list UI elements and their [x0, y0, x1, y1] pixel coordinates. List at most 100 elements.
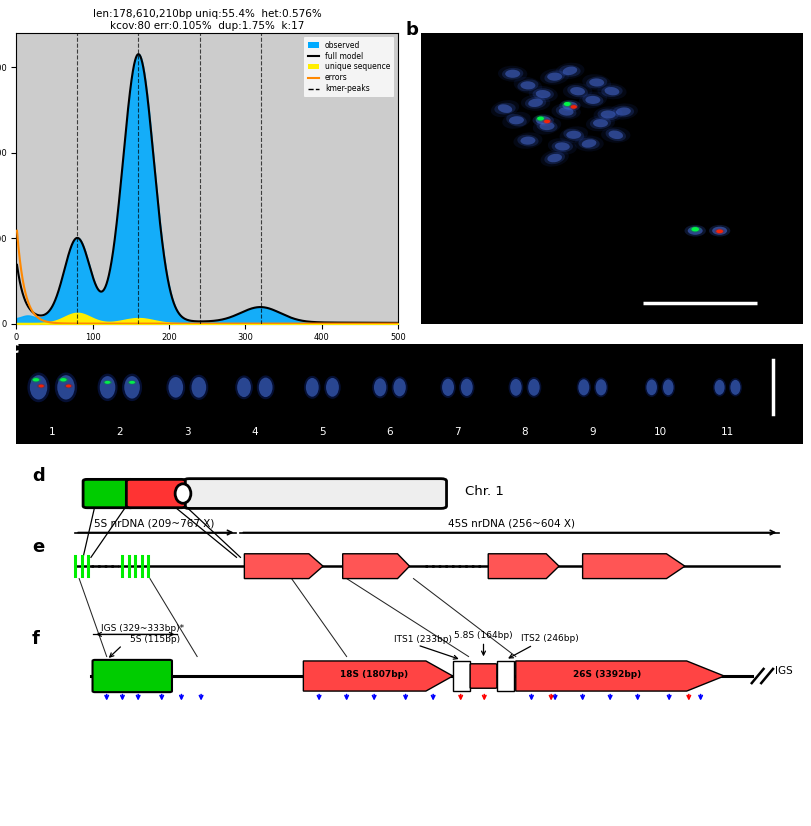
Ellipse shape	[510, 379, 521, 396]
Polygon shape	[343, 553, 410, 578]
Ellipse shape	[495, 102, 516, 115]
Ellipse shape	[547, 73, 562, 81]
Ellipse shape	[442, 379, 454, 396]
Ellipse shape	[513, 132, 543, 149]
Ellipse shape	[556, 63, 585, 79]
Ellipse shape	[569, 104, 578, 110]
Title: len:178,610,210bp uniq:55.4%  het:0.576%
kcov:80 err:0.105%  dup:1.75%  k:17: len:178,610,210bp uniq:55.4% het:0.576% …	[92, 9, 321, 31]
Ellipse shape	[567, 85, 588, 97]
Text: 9: 9	[589, 427, 596, 437]
Ellipse shape	[528, 379, 539, 396]
Ellipse shape	[491, 100, 519, 117]
Ellipse shape	[513, 77, 543, 94]
Ellipse shape	[129, 381, 135, 384]
Ellipse shape	[30, 375, 47, 400]
Ellipse shape	[560, 100, 581, 112]
Ellipse shape	[593, 119, 608, 127]
Ellipse shape	[582, 74, 611, 91]
Ellipse shape	[127, 380, 136, 385]
Ellipse shape	[578, 379, 590, 396]
Ellipse shape	[598, 108, 619, 121]
Text: 8: 8	[521, 427, 528, 437]
Ellipse shape	[713, 378, 726, 396]
Ellipse shape	[506, 114, 526, 126]
Ellipse shape	[536, 116, 551, 125]
Ellipse shape	[372, 377, 388, 398]
Ellipse shape	[97, 373, 118, 401]
Ellipse shape	[544, 120, 550, 123]
Ellipse shape	[560, 65, 581, 77]
Text: 45S nrDNA (256~604 X): 45S nrDNA (256~604 X)	[448, 518, 575, 529]
Text: 3: 3	[184, 427, 191, 437]
Ellipse shape	[562, 101, 573, 107]
Text: 5.8S (164bp): 5.8S (164bp)	[454, 631, 513, 639]
Ellipse shape	[509, 116, 524, 125]
Ellipse shape	[32, 378, 39, 382]
Ellipse shape	[539, 122, 555, 131]
Polygon shape	[516, 661, 724, 691]
Ellipse shape	[582, 94, 603, 106]
Ellipse shape	[529, 86, 558, 102]
Ellipse shape	[564, 102, 571, 106]
Ellipse shape	[563, 102, 577, 110]
Ellipse shape	[528, 98, 543, 107]
Text: 10: 10	[654, 427, 667, 437]
Ellipse shape	[712, 226, 727, 235]
Ellipse shape	[461, 379, 473, 396]
Ellipse shape	[574, 135, 603, 151]
Ellipse shape	[689, 226, 701, 232]
Ellipse shape	[604, 87, 620, 95]
Ellipse shape	[559, 107, 573, 116]
Text: f: f	[32, 630, 40, 648]
Text: Chr. 1: Chr. 1	[465, 485, 504, 498]
Ellipse shape	[688, 226, 702, 235]
Text: 7: 7	[454, 427, 461, 437]
Ellipse shape	[544, 152, 565, 164]
Ellipse shape	[544, 70, 565, 83]
Text: 1: 1	[49, 427, 56, 437]
Ellipse shape	[28, 373, 49, 402]
Ellipse shape	[543, 119, 551, 124]
Ellipse shape	[536, 90, 551, 98]
Ellipse shape	[729, 378, 742, 396]
Ellipse shape	[598, 83, 627, 99]
FancyBboxPatch shape	[83, 479, 135, 508]
Polygon shape	[488, 553, 559, 578]
Ellipse shape	[440, 377, 456, 398]
Text: 4: 4	[251, 427, 258, 437]
Ellipse shape	[571, 105, 577, 109]
Ellipse shape	[521, 136, 535, 145]
Ellipse shape	[533, 117, 561, 135]
Ellipse shape	[566, 131, 581, 139]
Ellipse shape	[326, 378, 339, 396]
Text: IGS: IGS	[775, 666, 793, 676]
Ellipse shape	[563, 67, 577, 75]
Ellipse shape	[505, 69, 520, 78]
Ellipse shape	[663, 379, 674, 395]
Ellipse shape	[122, 373, 142, 401]
Ellipse shape	[547, 154, 562, 162]
Ellipse shape	[306, 378, 319, 396]
Ellipse shape	[257, 376, 274, 399]
Ellipse shape	[235, 376, 253, 399]
Ellipse shape	[590, 117, 611, 129]
Ellipse shape	[191, 377, 206, 397]
Ellipse shape	[37, 384, 45, 388]
Bar	[497, 661, 514, 691]
Ellipse shape	[175, 484, 191, 503]
Ellipse shape	[692, 227, 699, 231]
Ellipse shape	[502, 68, 523, 79]
Ellipse shape	[100, 376, 115, 399]
Ellipse shape	[601, 111, 616, 118]
Ellipse shape	[662, 377, 675, 397]
Text: 5S nrDNA (209~767 X): 5S nrDNA (209~767 X)	[94, 518, 214, 529]
Ellipse shape	[103, 380, 112, 385]
Polygon shape	[244, 553, 323, 578]
Ellipse shape	[533, 115, 554, 126]
Ellipse shape	[646, 379, 657, 395]
Ellipse shape	[237, 377, 251, 397]
Ellipse shape	[392, 377, 408, 398]
Ellipse shape	[555, 142, 570, 150]
Ellipse shape	[548, 138, 577, 154]
Ellipse shape	[609, 103, 638, 120]
